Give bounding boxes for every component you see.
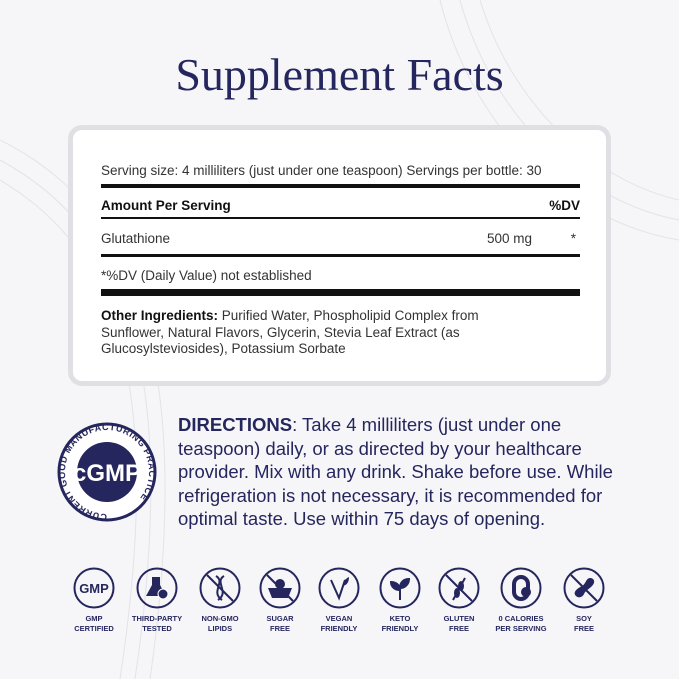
badge-sugar-bowl: SUGAR FREE — [248, 566, 312, 634]
badge-label-line: THIRD-PARTY — [131, 614, 183, 623]
vegan-icon — [318, 567, 360, 609]
soy-icon — [563, 567, 605, 609]
badge-label-line: GMP — [85, 614, 103, 623]
flask-icon — [136, 567, 178, 609]
badge-label-line: FRIENDLY — [320, 624, 358, 633]
dv-header: %DV — [549, 198, 580, 213]
badge-label-line: TESTED — [142, 624, 172, 633]
supplement-facts-panel: Serving size: 4 milliliters (just under … — [68, 125, 611, 386]
sugar-bowl-icon — [259, 567, 301, 609]
amount-header: Amount Per Serving — [101, 198, 231, 213]
badge-label-line: 0 CALORIES — [498, 614, 544, 623]
other-ingredients: Other Ingredients: Purified Water, Phosp… — [101, 308, 531, 358]
badge-label-line: LIPIDS — [207, 624, 233, 633]
seal-center-text: cGMP — [73, 460, 141, 487]
badge-row: GMP GMP CERTIFIED THIRD-PARTY TESTED NON-GMO L… — [64, 566, 624, 636]
leaf-icon — [379, 567, 421, 609]
divider — [101, 254, 580, 257]
badge-label: GLUTEN FREE — [427, 614, 491, 634]
divider — [101, 184, 580, 188]
ingredient-amount: 500 mg — [487, 231, 533, 246]
other-ingredients-label: Other Ingredients: — [101, 308, 219, 323]
badge-dna: NON-GMO LIPIDS — [188, 566, 252, 634]
dna-icon — [199, 567, 241, 609]
badge-label-line: SUGAR — [266, 614, 294, 623]
badge-label-line: SOY — [576, 614, 592, 623]
badge-label: THIRD-PARTY TESTED — [125, 614, 189, 634]
ingredient-dv: * — [570, 231, 576, 246]
badge-label-line: KETO — [389, 614, 411, 623]
badge-label: KETO FRIENDLY — [368, 614, 432, 634]
badge-label: 0 CALORIES PER SERVING — [489, 614, 553, 634]
ingredient-name: Glutathione — [101, 231, 171, 246]
badge-label-line: GLUTEN — [443, 614, 475, 623]
wheat-icon — [438, 567, 480, 609]
badge-wheat: GLUTEN FREE — [427, 566, 491, 634]
badge-vegan: VEGAN FRIENDLY — [307, 566, 371, 634]
other-ingredients-text: Purified Water, Phospholipid Complex fro… — [101, 308, 479, 356]
badge-label: VEGAN FRIENDLY — [307, 614, 371, 634]
badge-label-line: VEGAN — [325, 614, 353, 623]
badge-label-line: CERTIFIED — [74, 624, 114, 633]
badge-label: SOY FREE — [552, 614, 616, 634]
directions: DIRECTIONS: Take 4 milliliters (just und… — [178, 413, 618, 531]
badge-label: SUGAR FREE — [248, 614, 312, 634]
badge-soy: SOY FREE — [552, 566, 616, 634]
badge-label: NON-GMO LIPIDS — [188, 614, 252, 634]
serving-info: Serving size: 4 milliliters (just under … — [101, 163, 542, 178]
badge-label-line: PER SERVING — [495, 624, 547, 633]
badge-label-line: FREE — [573, 624, 594, 633]
directions-text: : Take 4 milliliters (just under one tea… — [178, 414, 613, 529]
page-title: Supplement Facts — [175, 49, 504, 100]
cgmp-seal: cGMP CURRENT GOOD MANUFACTURING PRACTICE — [57, 422, 157, 522]
badge-calorie: 0 CALORIES PER SERVING — [489, 566, 553, 634]
badge-label: GMP CERTIFIED — [62, 614, 126, 634]
gmp-icon: GMP — [73, 567, 115, 609]
badge-label-line: FREE — [269, 624, 290, 633]
footnote: *%DV (Daily Value) not established — [101, 268, 312, 283]
badge-gmp: GMP GMP CERTIFIED — [62, 566, 126, 634]
badge-label-line: FREE — [448, 624, 469, 633]
svg-text:GMP: GMP — [79, 581, 109, 596]
calorie-icon — [500, 567, 542, 609]
badge-label-line: NON-GMO — [201, 614, 239, 623]
divider — [101, 217, 580, 219]
directions-label: DIRECTIONS — [178, 414, 293, 435]
divider — [101, 289, 580, 296]
badge-label-line: FRIENDLY — [381, 624, 419, 633]
badge-flask: THIRD-PARTY TESTED — [125, 566, 189, 634]
badge-leaf: KETO FRIENDLY — [368, 566, 432, 634]
